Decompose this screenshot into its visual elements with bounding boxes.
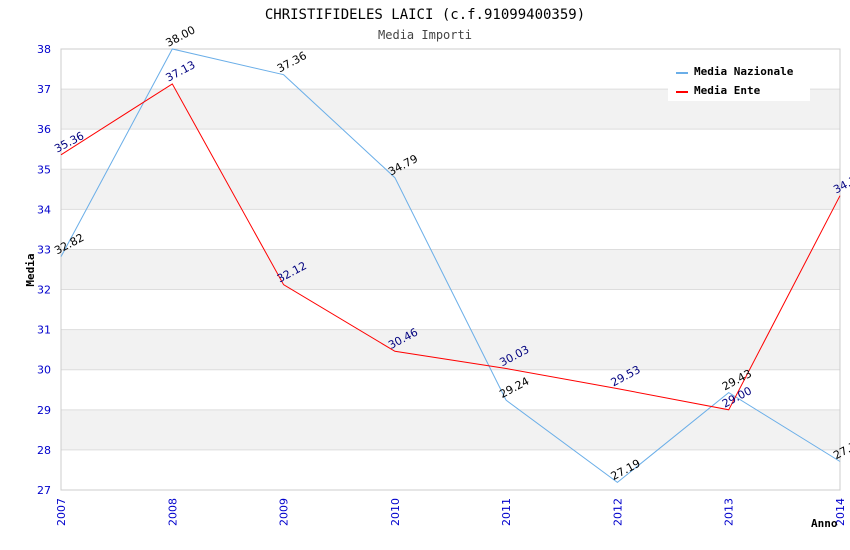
grid-band [61, 169, 840, 210]
y-tick-label: 28 [37, 444, 51, 457]
y-tick-label: 32 [37, 284, 51, 297]
series-line-media-ente [60, 83, 841, 411]
y-tick-label: 30 [37, 364, 51, 377]
y-tick-label: 33 [37, 243, 51, 256]
data-label: 37.13 [164, 58, 198, 84]
x-tick-label: 2013 [723, 498, 736, 526]
data-label: 35.36 [52, 129, 86, 155]
series-line-media-nazionale [60, 48, 841, 484]
legend-label-media-nazionale: Media Nazionale [694, 65, 794, 78]
x-tick-label: 2007 [55, 498, 68, 526]
grid-band [61, 249, 840, 290]
y-axis-ticks: 27 28 29 30 31 32 33 34 35 36 37 38 [37, 43, 51, 497]
y-tick-label: 36 [37, 123, 51, 136]
legend: Media Nazionale Media Ente [668, 58, 810, 101]
x-tick-label: 2010 [389, 498, 402, 526]
x-tick-label: 2014 [834, 498, 847, 526]
grid-bands [61, 89, 840, 450]
x-tick-label: 2008 [166, 498, 179, 526]
data-label: 29.24 [497, 375, 531, 401]
y-tick-label: 35 [37, 163, 51, 176]
y-tick-label: 27 [37, 484, 51, 497]
x-tick-label: 2011 [500, 498, 513, 526]
grid-band [61, 329, 840, 370]
plot-area [60, 48, 841, 491]
chart-title: CHRISTIFIDELES LAICI (c.f.91099400359) [265, 7, 585, 23]
x-tick-label: 2012 [611, 498, 624, 526]
x-axis-ticks: 2007 2008 2009 2010 2011 2012 2013 2014 [55, 498, 847, 526]
legend-box [668, 58, 810, 101]
grid-band [61, 409, 840, 450]
y-tick-label: 37 [37, 83, 51, 96]
y-tick-label: 29 [37, 404, 51, 417]
y-tick-label: 38 [37, 43, 51, 56]
x-tick-label: 2009 [278, 498, 291, 526]
y-tick-label: 31 [37, 324, 51, 337]
series-lines [60, 48, 841, 484]
data-label: 27.19 [609, 457, 643, 483]
y-axis-title: Media [24, 253, 37, 286]
legend-label-media-ente: Media Ente [694, 84, 761, 97]
data-label: 38.00 [164, 23, 198, 49]
x-axis-title: Anno [811, 517, 838, 530]
data-label: 37.36 [275, 49, 309, 75]
chart-subtitle: Media Importi [378, 28, 472, 42]
y-tick-label: 34 [37, 203, 51, 216]
